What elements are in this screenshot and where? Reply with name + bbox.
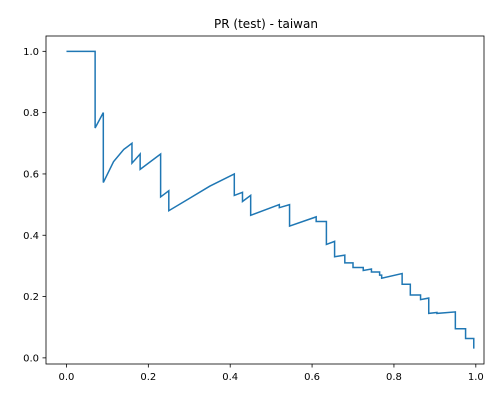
y-tick-label-0: 0.0 [23, 353, 39, 364]
x-tick-label-1: 0.2 [140, 372, 156, 383]
x-tick-label-0: 0.0 [59, 372, 75, 383]
x-tick-label-4: 0.8 [386, 372, 402, 383]
y-tick-label-3: 0.6 [23, 169, 39, 180]
x-tick-label-5: 1.0 [468, 372, 484, 383]
plot-area: 0.0 0.2 0.4 0.6 0.8 1.0 0.0 0.2 0.4 0.6 0.8 1.0 [23, 35, 485, 383]
axes-frame [45, 35, 485, 365]
y-tick-label-2: 0.4 [23, 231, 39, 242]
x-tick-label-3: 0.6 [304, 372, 320, 383]
y-tick-label-4: 0.8 [23, 108, 39, 119]
x-tick-label-2: 0.4 [222, 372, 238, 383]
y-tick-label-5: 1.0 [23, 47, 39, 58]
y-tick-label-1: 0.2 [23, 292, 39, 303]
series-line-0 [66, 50, 475, 349]
chart-title: PR (test) - taiwan [214, 17, 318, 31]
